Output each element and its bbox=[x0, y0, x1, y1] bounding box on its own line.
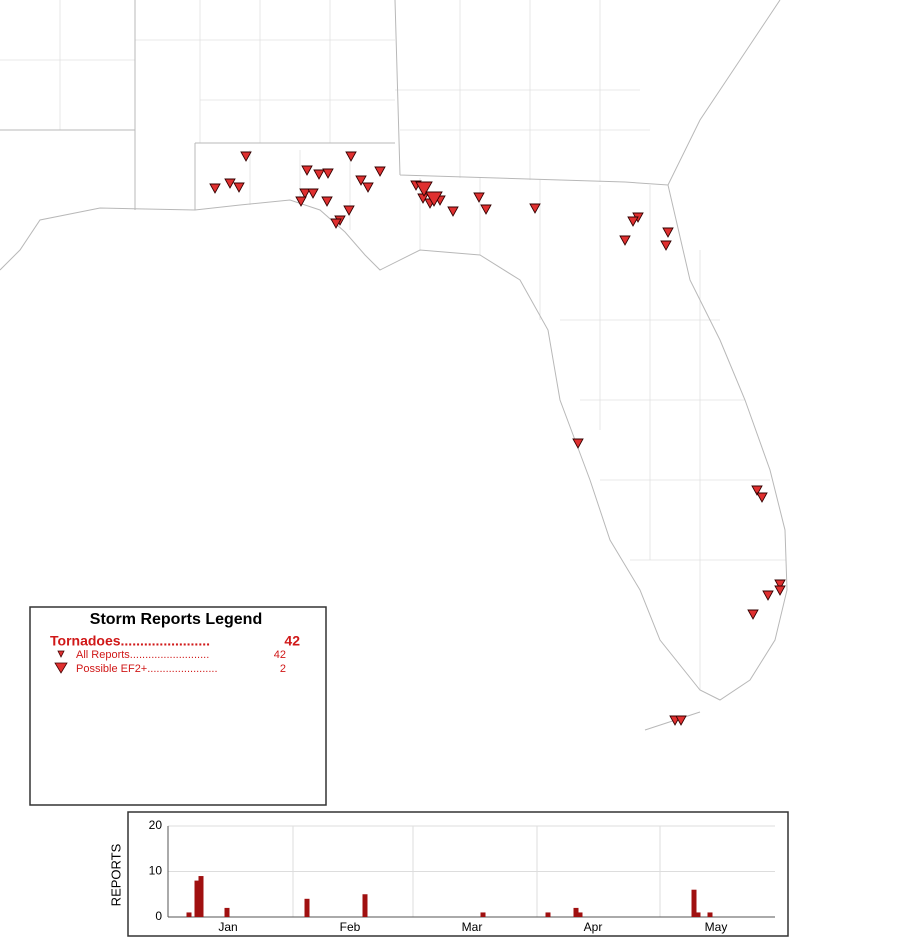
bar bbox=[695, 912, 701, 917]
legend-category-count: 42 bbox=[284, 633, 300, 649]
tornado-marker bbox=[480, 204, 492, 215]
tornado-marker bbox=[299, 188, 311, 199]
tornado-marker bbox=[619, 235, 631, 246]
tornado-markers bbox=[209, 151, 786, 726]
bar bbox=[691, 889, 697, 917]
bar bbox=[194, 880, 200, 917]
tornado-marker-ef2 bbox=[415, 181, 433, 197]
bar bbox=[198, 876, 204, 917]
chart-box bbox=[127, 811, 789, 937]
tornado-marker bbox=[572, 438, 584, 449]
tornado-marker bbox=[529, 203, 541, 214]
tornado-marker bbox=[660, 240, 672, 251]
legend-title: Storm Reports Legend bbox=[90, 611, 262, 628]
tornado-marker bbox=[774, 585, 786, 596]
bar bbox=[545, 912, 551, 917]
bar bbox=[304, 898, 310, 917]
tornado-marker bbox=[301, 165, 313, 176]
tornado-marker bbox=[233, 182, 245, 193]
tornado-marker bbox=[362, 182, 374, 193]
legend-item: All Reports.......................... bbox=[76, 649, 209, 661]
tornado-marker bbox=[774, 579, 786, 590]
tornado-marker bbox=[473, 192, 485, 203]
y-tick-label: 0 bbox=[155, 909, 162, 923]
tornado-marker bbox=[209, 183, 221, 194]
legend-icon bbox=[54, 662, 68, 674]
tornado-marker bbox=[627, 216, 639, 227]
bar bbox=[573, 907, 579, 917]
tornado-marker bbox=[295, 196, 307, 207]
legend-item: Possible EF2+....................... bbox=[76, 663, 218, 675]
legend-box bbox=[29, 606, 327, 806]
bar bbox=[362, 894, 368, 917]
tornado-marker bbox=[343, 205, 355, 216]
y-tick-label: 10 bbox=[149, 864, 163, 878]
tornado-marker bbox=[747, 609, 759, 620]
legend-icon bbox=[57, 650, 65, 658]
x-tick-label: May bbox=[705, 920, 728, 934]
x-tick-label: Feb bbox=[340, 920, 361, 934]
x-tick-label: Mar bbox=[462, 920, 483, 934]
tornado-marker bbox=[345, 151, 357, 162]
county-lines bbox=[0, 0, 786, 690]
legend: Storm Reports Legend Tornadoes..........… bbox=[29, 606, 327, 806]
tornado-marker bbox=[662, 227, 674, 238]
tornado-marker bbox=[762, 590, 774, 601]
legend-item-count: 42 bbox=[274, 649, 286, 661]
y-tick-label: 20 bbox=[149, 818, 163, 832]
x-tick-label: Jan bbox=[218, 920, 237, 934]
tornado-marker-ef2 bbox=[425, 191, 443, 207]
bar bbox=[707, 912, 713, 917]
bar bbox=[480, 912, 486, 917]
legend-item-count: 2 bbox=[280, 663, 286, 675]
tornado-marker bbox=[756, 492, 768, 503]
tornado-marker bbox=[321, 196, 333, 207]
bar-chart: REPORTS 0 10 20 Jan Feb Mar Apr May bbox=[108, 811, 789, 937]
tornado-marker bbox=[374, 166, 386, 177]
tornado-marker bbox=[330, 218, 342, 229]
bar bbox=[186, 912, 192, 917]
tornado-marker bbox=[355, 175, 367, 186]
tornado-marker bbox=[307, 188, 319, 199]
bar bbox=[224, 907, 230, 917]
tornado-marker bbox=[322, 168, 334, 179]
y-axis-label: REPORTS bbox=[108, 843, 123, 906]
tornado-marker bbox=[240, 151, 252, 162]
tornado-marker bbox=[751, 485, 763, 496]
tornado-marker bbox=[313, 169, 325, 180]
tornado-marker bbox=[224, 178, 236, 189]
tornado-marker bbox=[675, 715, 687, 726]
x-tick-label: Apr bbox=[584, 920, 603, 934]
tornado-marker bbox=[447, 206, 459, 217]
bar bbox=[577, 912, 583, 917]
legend-category: Tornadoes....................... bbox=[50, 633, 210, 649]
